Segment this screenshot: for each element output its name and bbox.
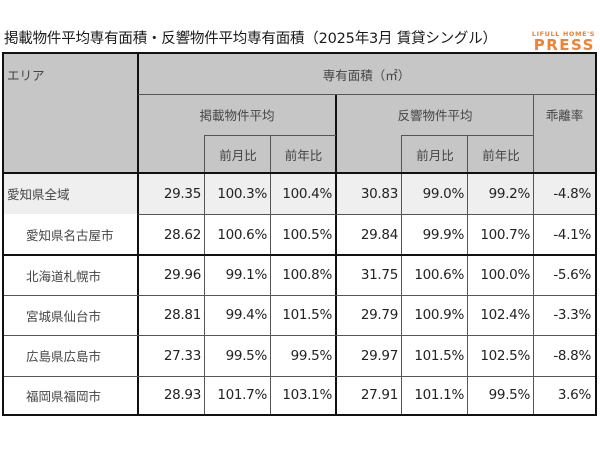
divider [138,94,595,95]
divergence-rate: -3.3% [553,307,591,323]
response-value: 31.75 [360,267,398,283]
header-divergence-rate: 乖離率 [545,108,584,123]
listed-value: 28.81 [163,307,201,323]
listed-mom: 101.7% [217,387,267,403]
divider [4,295,595,296]
response-value: 29.79 [360,307,398,323]
response-yoy: 100.7% [480,226,530,243]
header-area: エリア [7,67,45,83]
response-value: 29.97 [360,347,398,364]
lifull-homes-press-logo: LIFULL HOME'S PRESS [531,30,595,54]
listed-yoy: 99.5% [290,347,333,364]
listed-value: 28.62 [163,226,201,243]
divider [270,135,271,414]
header-listed-average: 掲載物件平均 [199,108,275,123]
page-title: 掲載物件平均専有面積・反響物件平均専有面積（2025年3月 賃貸シングル） [4,31,497,47]
divergence-rate: -8.8% [553,347,591,364]
response-mom: 100.6% [414,267,464,283]
header-response-mom: 前月比 [416,147,454,163]
row-area: 広島県広島市 [26,349,102,364]
listed-value: 29.96 [163,267,201,283]
header-listed-yoy: 前年比 [284,147,323,163]
listed-yoy: 100.4% [282,185,332,202]
divider [138,214,595,215]
listed-yoy: 103.1% [282,387,332,403]
row-area: 宮城県仙台市 [26,308,102,324]
divider [4,335,595,336]
row-area: 北海道札幌市 [26,268,102,284]
divergence-rate: -4.1% [553,226,591,243]
response-yoy: 102.5% [480,347,530,364]
logo-top-text: LIFULL HOME'S [531,30,595,38]
listed-value: 29.35 [163,185,201,202]
response-mom: 99.0% [422,185,465,202]
response-value: 30.83 [360,185,398,202]
divergence-rate: 3.6% [557,387,591,403]
divergence-rate: -4.8% [553,185,591,202]
row-area: 福岡県福岡市 [26,388,102,404]
listed-mom: 100.6% [217,226,267,243]
response-mom: 100.9% [414,307,464,323]
response-yoy: 102.4% [480,307,530,323]
first-row-background [4,173,595,214]
response-yoy: 99.2% [488,185,531,202]
divider [4,172,595,174]
divider [137,54,139,414]
divider [4,254,595,256]
listed-mom: 99.4% [225,307,268,323]
header-listed-mom: 前月比 [219,147,257,163]
divider [204,135,205,414]
row-area: 愛知県名古屋市 [26,228,114,243]
header-floor-area-group: 専有面積（㎡） [322,67,411,83]
logo-main-text: PRESS [533,36,595,54]
divergence-rate: -5.6% [553,267,591,283]
response-value: 27.91 [360,387,398,403]
area-comparison-table: エリア 専有面積（㎡） 掲載物件平均 反響物件平均 乖離率 前月比 前年比 前月… [2,52,597,416]
row-area: 愛知県全域 [7,187,70,202]
response-mom: 101.5% [414,347,464,364]
listed-mom: 99.1% [225,267,268,283]
listed-value: 28.93 [163,387,201,403]
divider [467,135,468,414]
listed-mom: 100.3% [217,185,267,202]
response-value: 29.84 [360,226,398,243]
response-mom: 101.1% [414,387,464,403]
response-mom: 99.9% [422,226,465,243]
divider [402,135,534,136]
divider [205,135,336,136]
divider [401,135,402,414]
listed-yoy: 101.5% [282,307,332,323]
listed-value: 27.33 [163,347,201,364]
listed-yoy: 100.8% [282,267,332,283]
header-response-average: 反響物件平均 [397,108,473,123]
listed-mom: 99.5% [225,347,268,364]
table-header-background [4,54,595,173]
divider [4,376,595,377]
response-yoy: 100.0% [480,267,530,283]
response-yoy: 99.5% [488,387,531,403]
header-response-yoy: 前年比 [482,147,520,163]
listed-yoy: 100.5% [282,226,332,243]
